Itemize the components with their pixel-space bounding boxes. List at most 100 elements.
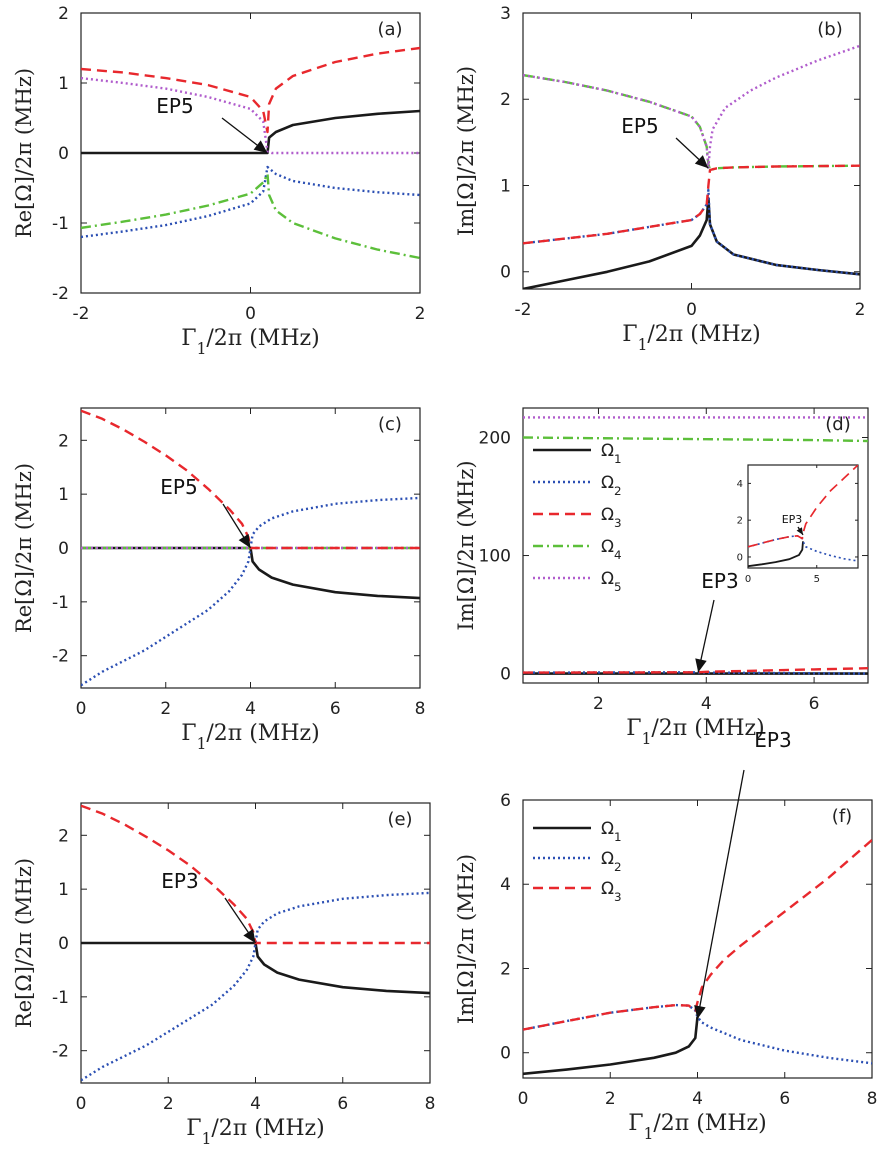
ep-label: EP3	[701, 569, 738, 593]
y-tick-label: 0	[500, 263, 511, 283]
x-axis-label: Γ1/2π (MHz)	[181, 326, 319, 358]
y-tick-label: 200	[479, 428, 511, 448]
panel-label: (f)	[832, 806, 852, 827]
y-tick-label: 0	[58, 934, 69, 954]
y-tick-label: 0	[58, 144, 69, 164]
y-tick-label: 1	[58, 880, 69, 900]
x-tick-label: 8	[867, 1089, 878, 1109]
series-line-omega3	[523, 164, 860, 245]
series-line-omega3	[523, 667, 868, 674]
series-line-omega4	[523, 436, 868, 443]
x-axis-label: Γ1/2π (MHz)	[626, 716, 764, 748]
y-tick-label: 0	[500, 665, 511, 685]
y-tick-label: 0	[737, 552, 743, 563]
y-tick-label: 0	[58, 539, 69, 559]
plot-area	[522, 12, 861, 290]
panel-label: (a)	[377, 19, 402, 40]
y-tick-label: 3	[500, 4, 511, 24]
series-line-omega5	[81, 76, 420, 155]
y-tick-label: 2	[58, 431, 69, 451]
ep-label: EP3	[161, 869, 198, 893]
y-tick-label: -1	[52, 988, 69, 1008]
series-line-omega1	[748, 541, 804, 568]
y-tick-label: 2	[58, 826, 69, 846]
x-tick-label: 4	[701, 694, 712, 714]
x-tick-label: 0	[76, 1094, 87, 1114]
x-tick-label: -2	[73, 304, 90, 324]
ep-label: EP5	[621, 114, 658, 138]
x-tick-label: 0	[518, 1089, 529, 1109]
x-tick-label: 8	[425, 1094, 436, 1114]
y-tick-label: 4	[500, 875, 511, 895]
x-tick-label: 4	[245, 699, 256, 719]
y-tick-label: -2	[52, 1042, 69, 1062]
y-axis-label: Im[Ω]/2π (MHz)	[454, 66, 478, 236]
series-line-omega5	[523, 44, 860, 170]
series-line-omega3	[523, 839, 872, 1031]
chart-panel-6: 0 2 4 6 8 0 2 4 6 Γ1/2π (MHz) Im[Ω]/2π (MHz) (f) EP3…	[454, 728, 877, 1143]
series-line-omega4	[81, 172, 420, 260]
series-line-omega3	[81, 409, 420, 550]
series-line-omega2	[81, 165, 420, 239]
x-axis-label: Γ1/2π (MHz)	[628, 1111, 766, 1143]
x-tick-label: 0	[245, 304, 256, 324]
inset-ep-label: EP3	[782, 513, 803, 526]
x-tick-label: 6	[330, 699, 341, 719]
ep-arrow-shaft	[696, 769, 745, 1020]
panel-label: (d)	[825, 414, 850, 435]
y-tick-label: 1	[500, 176, 511, 196]
x-tick-label: 2	[163, 1094, 174, 1114]
x-tick-label: 4	[250, 1094, 261, 1114]
y-tick-label: -1	[52, 214, 69, 234]
ep-label: EP5	[160, 475, 197, 499]
y-tick-label: -2	[52, 647, 69, 667]
panel-label: (b)	[817, 19, 842, 40]
y-tick-label: 0	[500, 1044, 511, 1064]
ep-label: EP3	[754, 728, 791, 752]
y-tick-label: 2	[58, 4, 69, 24]
y-axis-label: Im[Ω]/2π (MHz)	[454, 854, 478, 1024]
series-line-omega2	[81, 891, 430, 1082]
x-tick-label: 2	[855, 300, 866, 320]
y-tick-label: -1	[52, 593, 69, 613]
x-tick-label: 4	[692, 1089, 703, 1109]
y-tick-label: 2	[500, 959, 511, 979]
series-line-omega2	[748, 534, 858, 562]
ep-arrow-head	[238, 533, 251, 548]
series-line-omega3	[81, 804, 430, 945]
x-axis-label: Γ1/2π (MHz)	[622, 322, 760, 354]
x-tick-label: 2	[593, 694, 604, 714]
series-line-omega3	[748, 465, 858, 548]
x-tick-label: 0	[76, 699, 87, 719]
y-tick-label: -2	[52, 284, 69, 304]
panel-label: (e)	[387, 809, 412, 830]
x-tick-label: 8	[415, 699, 426, 719]
plot-area	[522, 799, 873, 1079]
series-line-omega2	[523, 188, 860, 276]
ep-arrow-head	[253, 140, 268, 153]
chart-panel-3: 0 2 4 6 8 -2 -1 0 1 2 Γ1/2π (MHz) Re[Ω]/2π (MHz) (c)…	[12, 407, 426, 753]
x-tick-label: 2	[415, 304, 426, 324]
x-axis-label: Γ1/2π (MHz)	[181, 721, 319, 753]
series-line-omega1	[523, 197, 860, 289]
y-tick-label: 6	[500, 791, 511, 811]
ep-arrow-head	[796, 527, 803, 535]
x-axis-label: Γ1/2π (MHz)	[186, 1116, 324, 1148]
y-tick-label: 2	[737, 516, 743, 527]
ep-arrow-head	[694, 155, 709, 169]
x-tick-label: 6	[779, 1089, 790, 1109]
y-tick-label: 100	[479, 546, 511, 566]
series-line-omega1	[81, 941, 430, 995]
x-tick-label: 0	[686, 300, 697, 320]
y-tick-label: 1	[58, 485, 69, 505]
y-axis-label: Re[Ω]/2π (MHz)	[12, 68, 36, 238]
x-tick-label: 2	[605, 1089, 616, 1109]
chart-panel-1: -2 0 2 -2 -1 0 1 2 Γ1/2π (MHz) Re[Ω]/2π (MHz) (a) E…	[12, 4, 425, 358]
x-tick-label: 5	[814, 574, 820, 585]
y-axis-label: Re[Ω]/2π (MHz)	[12, 858, 36, 1028]
ep-arrow-head	[243, 928, 256, 943]
y-tick-label: 1	[58, 74, 69, 94]
